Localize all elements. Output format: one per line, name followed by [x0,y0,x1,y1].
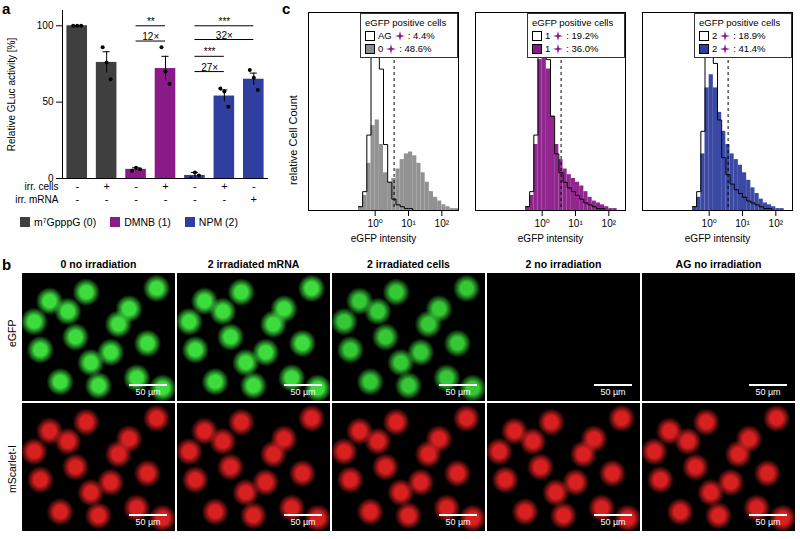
html-text:: 48.6%: : 48.6% [399,43,432,54]
svg-text:-: - [193,193,197,205]
svg-text:eGFP intensity: eGFP intensity [351,233,416,244]
html-text:m⁷GpppG (0): m⁷GpppG (0) [34,216,97,228]
html-text:: 36.0%: : 36.0% [566,43,599,54]
html-text:2: 2 [712,43,718,54]
svg-text:10⁰: 10⁰ [535,218,550,229]
html-text:50 µm: 50 µm [135,517,161,527]
html-text:DMNB (1): DMNB (1) [124,216,171,228]
html-text:50 µm: 50 µm [445,387,471,397]
html-text:eGFP positive cells: eGFP positive cells [532,17,614,28]
svg-text:-: - [134,180,138,192]
html-text:0 no irradiation: 0 no irradiation [60,258,137,270]
svg-text:10²: 10² [769,218,784,229]
html-text:50 µm: 50 µm [755,517,781,527]
svg-text:27×: 27× [201,62,218,73]
html-text:2 irradiated mRNA: 2 irradiated mRNA [207,258,300,270]
html-text:eGFP: eGFP [6,320,18,348]
html-text:: 18.9%: : 18.9% [733,30,766,41]
html-text:2: 2 [712,30,718,41]
html-text:50 µm: 50 µm [290,387,316,397]
svg-text:100: 100 [37,20,54,31]
html-text:: 41.4%: : 41.4% [733,43,766,54]
svg-text:-: - [223,193,227,205]
html-text:b: b [2,256,12,273]
html-text:50 µm: 50 µm [755,387,781,397]
html-text:2 irradiated cells: 2 irradiated cells [367,258,450,270]
svg-text:**: ** [147,16,155,27]
svg-text:10²: 10² [435,218,450,229]
svg-text:-: - [75,180,79,192]
svg-text:+: + [251,193,257,205]
html-text:50 µm: 50 µm [600,387,626,397]
svg-text:eGFP intensity: eGFP intensity [685,233,750,244]
svg-text:32×: 32× [216,30,233,41]
svg-text:10²: 10² [602,218,617,229]
svg-text:0: 0 [47,172,54,184]
svg-text:-: - [252,180,256,192]
svg-text:irr. mRNA: irr. mRNA [15,194,59,205]
html-text:relative Cell Count: relative Cell Count [287,95,299,185]
svg-text:-: - [193,180,197,192]
html-text:eGFP positive cells: eGFP positive cells [365,17,447,28]
svg-text:+: + [221,180,227,192]
html-text:mScarlet-I: mScarlet-I [6,445,18,493]
svg-text:***: *** [204,46,216,57]
html-text:c: c [282,0,291,17]
html-text:AG no irradiation: AG no irradiation [675,258,762,270]
html-text:50 µm: 50 µm [445,517,471,527]
svg-text:irr. cells: irr. cells [25,181,59,192]
svg-text:***: *** [219,16,231,27]
html-text:a: a [2,0,11,17]
svg-text:+: + [103,180,109,192]
svg-text:10¹: 10¹ [735,218,750,229]
svg-text:-: - [164,193,168,205]
svg-text:50: 50 [42,96,54,107]
html-text:0: 0 [378,43,384,54]
html-text:1: 1 [545,30,551,41]
svg-text:-: - [134,193,138,205]
html-text:50 µm: 50 µm [290,517,316,527]
html-text:1: 1 [545,43,551,54]
svg-text:-: - [75,193,79,205]
svg-text:10⁰: 10⁰ [368,218,383,229]
html-text:: 4.4%: : 4.4% [407,30,435,41]
svg-text:Relative GLuc activity [%]: Relative GLuc activity [%] [6,38,17,152]
svg-text:10⁰: 10⁰ [702,218,717,229]
html-text:: 19.2%: : 19.2% [566,30,599,41]
svg-text:+: + [162,180,168,192]
svg-text:10¹: 10¹ [401,218,416,229]
svg-text:-: - [105,193,109,205]
svg-text:12×: 12× [142,31,159,42]
html-text:50 µm: 50 µm [600,517,626,527]
html-text:eGFP positive cells: eGFP positive cells [699,17,781,28]
html-text:AG: AG [378,30,392,41]
html-text:2 no irradiation: 2 no irradiation [525,258,602,270]
svg-text:10¹: 10¹ [568,218,583,229]
svg-text:eGFP intensity: eGFP intensity [518,233,583,244]
html-text:50 µm: 50 µm [135,387,161,397]
html-text:NPM (2): NPM (2) [198,216,238,228]
